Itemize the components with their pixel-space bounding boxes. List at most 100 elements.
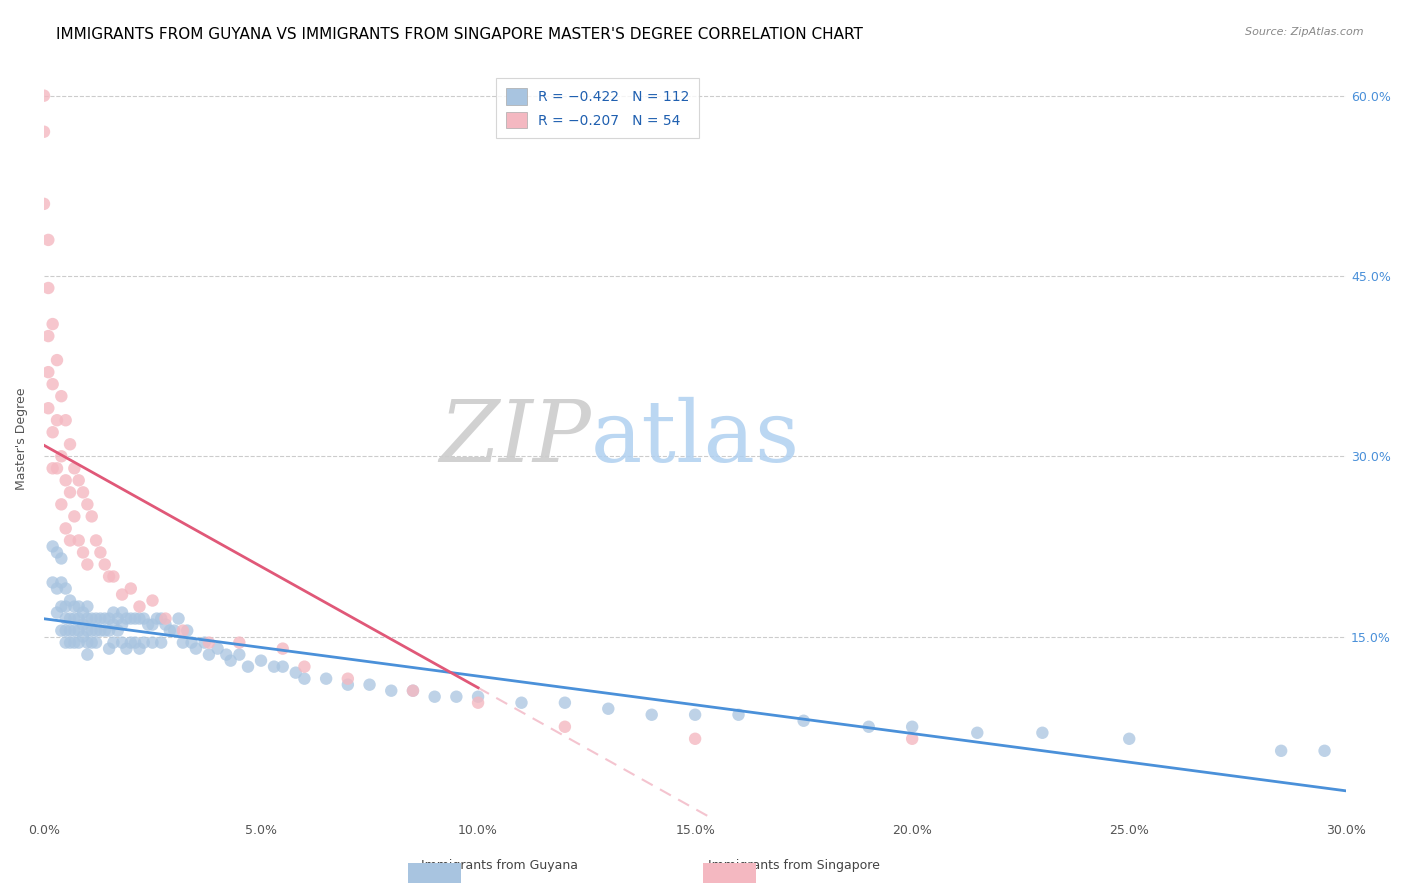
Point [215, 648, 238, 662]
Point [41, 461, 63, 475]
Point [67, 635, 90, 649]
Point [93, 624, 115, 638]
Point [51, 389, 73, 403]
Point [107, 624, 129, 638]
Point [159, 624, 181, 638]
Point [72, 617, 94, 632]
Point [63, 635, 86, 649]
Point [76, 558, 98, 572]
Point [180, 635, 202, 649]
Point [51, 575, 73, 590]
Point [250, 654, 273, 668]
Point [111, 617, 134, 632]
Y-axis label: Master's Degree: Master's Degree [15, 387, 28, 490]
Point [55, 599, 77, 614]
Point [1313, 744, 1336, 758]
Point [63, 509, 86, 524]
Point [89, 611, 111, 625]
Point [55, 413, 77, 427]
Point [446, 690, 468, 704]
Point [67, 599, 90, 614]
Point [271, 659, 294, 673]
Point [72, 630, 94, 644]
Text: ZIP: ZIP [439, 397, 591, 480]
Point [46, 582, 69, 596]
Point [124, 635, 146, 649]
Point [198, 635, 221, 649]
Point [103, 617, 125, 632]
Point [111, 635, 134, 649]
Point [59, 533, 82, 548]
Point [55, 611, 77, 625]
Point [128, 641, 150, 656]
Point [336, 672, 359, 686]
Point [163, 624, 186, 638]
Point [55, 635, 77, 649]
Point [37, 329, 59, 343]
Point [107, 611, 129, 625]
Point [67, 611, 90, 625]
Point [55, 624, 77, 638]
Point [59, 611, 82, 625]
Point [59, 593, 82, 607]
Point [172, 635, 194, 649]
Point [84, 624, 107, 638]
Text: Immigrants from Guyana: Immigrants from Guyana [420, 859, 578, 872]
Point [84, 635, 107, 649]
Point [63, 624, 86, 638]
Point [128, 599, 150, 614]
Point [84, 533, 107, 548]
Point [32, 88, 55, 103]
Point [120, 611, 142, 625]
Point [59, 437, 82, 451]
Point [155, 611, 177, 625]
Text: Immigrants from Singapore: Immigrants from Singapore [709, 859, 880, 872]
Point [37, 365, 59, 379]
Point [141, 593, 163, 607]
Point [132, 635, 155, 649]
Point [176, 624, 198, 638]
Point [294, 659, 316, 673]
Point [467, 690, 489, 704]
Point [76, 624, 98, 638]
Point [93, 558, 115, 572]
Point [641, 707, 664, 722]
Point [467, 696, 489, 710]
Point [141, 617, 163, 632]
Point [98, 569, 121, 583]
Point [236, 659, 259, 673]
Point [89, 624, 111, 638]
Point [37, 281, 59, 295]
Point [136, 617, 159, 632]
Point [72, 606, 94, 620]
Point [72, 485, 94, 500]
Point [194, 635, 217, 649]
Point [120, 635, 142, 649]
Point [115, 641, 138, 656]
Point [63, 461, 86, 475]
Point [32, 197, 55, 211]
Point [128, 611, 150, 625]
Point [67, 624, 90, 638]
Point [380, 683, 402, 698]
Point [146, 611, 169, 625]
Point [72, 545, 94, 559]
Point [359, 678, 381, 692]
Point [37, 233, 59, 247]
Point [80, 611, 103, 625]
Point [115, 611, 138, 625]
Point [67, 473, 90, 487]
Point [80, 635, 103, 649]
Point [111, 588, 134, 602]
Point [46, 353, 69, 368]
Point [51, 450, 73, 464]
Point [59, 635, 82, 649]
Point [103, 569, 125, 583]
Point [59, 624, 82, 638]
Point [336, 678, 359, 692]
Point [727, 707, 749, 722]
Point [901, 720, 924, 734]
Point [63, 611, 86, 625]
Point [510, 696, 533, 710]
Point [184, 641, 207, 656]
